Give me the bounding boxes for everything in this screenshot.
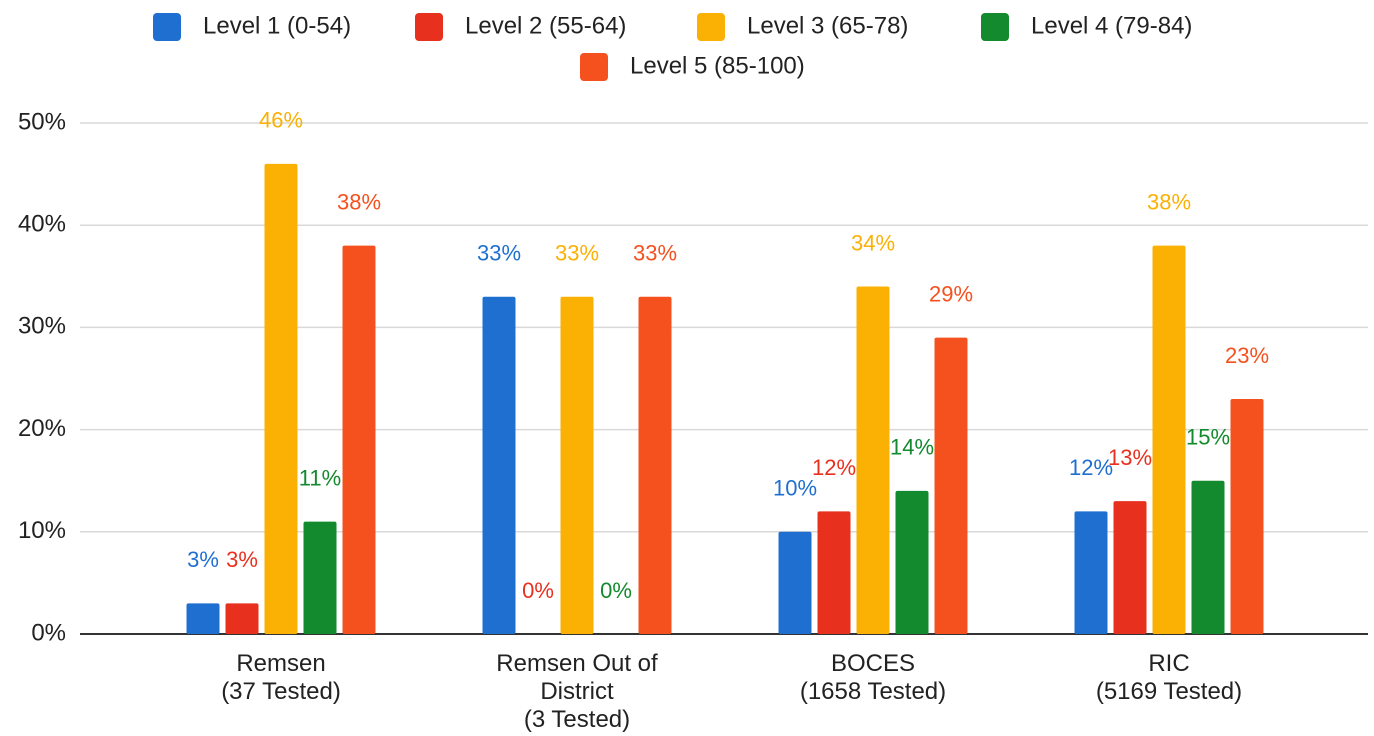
- value-label: 46%: [259, 108, 303, 133]
- x-tick-label: BOCES (1658 Tested): [800, 650, 946, 705]
- x-tick-line: District: [540, 678, 614, 705]
- bar: [342, 245, 376, 634]
- x-tick-line: (3 Tested): [524, 706, 630, 733]
- legend-item: Level 1 (0-54): [153, 12, 351, 41]
- bar: [638, 296, 672, 634]
- bar: [895, 490, 929, 634]
- value-label: 12%: [812, 455, 856, 480]
- legend-item: Level 2 (55-64): [415, 12, 626, 41]
- y-tick-label: 20%: [18, 415, 66, 442]
- bar: [934, 337, 968, 634]
- value-label: 23%: [1225, 343, 1269, 368]
- y-tick-label: 50%: [18, 108, 66, 135]
- value-label: 3%: [226, 547, 258, 572]
- bar: [1074, 511, 1108, 634]
- legend-swatch: [981, 13, 1009, 41]
- x-tick-label: RIC (5169 Tested): [1096, 650, 1242, 705]
- legend-swatch: [580, 53, 608, 81]
- value-label: 15%: [1186, 425, 1230, 450]
- value-label: 3%: [187, 547, 219, 572]
- value-label: 14%: [890, 435, 934, 460]
- bar: [186, 603, 220, 634]
- bar: [560, 296, 594, 634]
- y-tick-label: 10%: [18, 517, 66, 544]
- value-label: 13%: [1108, 445, 1152, 470]
- bar: [482, 296, 516, 634]
- value-label: 0%: [522, 578, 554, 603]
- legend-swatch: [697, 13, 725, 41]
- bar: [303, 521, 337, 634]
- value-label: 34%: [851, 230, 895, 255]
- y-tick-label: 30%: [18, 313, 66, 340]
- bar: [1191, 480, 1225, 634]
- x-tick-line: Remsen Out of: [496, 650, 658, 677]
- legend-label: Level 3 (65-78): [747, 12, 908, 39]
- legend-label: Level 1 (0-54): [203, 12, 351, 39]
- bar: [817, 511, 851, 634]
- bar: [1152, 245, 1186, 634]
- bar: [225, 603, 259, 634]
- x-tick-line: RIC: [1148, 650, 1189, 677]
- legend-item: Level 3 (65-78): [697, 12, 908, 41]
- value-label: 33%: [555, 241, 599, 266]
- y-tick-label: 40%: [18, 211, 66, 238]
- bar: [778, 531, 812, 634]
- bar: [264, 163, 298, 634]
- value-label: 0%: [600, 578, 632, 603]
- x-tick-line: (5169 Tested): [1096, 678, 1242, 705]
- x-tick-line: Remsen: [236, 650, 325, 677]
- legend-item: Level 4 (79-84): [981, 12, 1192, 41]
- x-tick-line: (1658 Tested): [800, 678, 946, 705]
- legend-item: Level 5 (85-100): [580, 52, 805, 81]
- legend-label: Level 2 (55-64): [465, 12, 626, 39]
- x-tick-line: (37 Tested): [221, 678, 341, 705]
- value-label: 12%: [1069, 455, 1113, 480]
- value-label: 33%: [477, 241, 521, 266]
- legend-swatch: [415, 13, 443, 41]
- legend-label: Level 5 (85-100): [630, 52, 805, 79]
- value-label: 10%: [773, 476, 817, 501]
- x-tick-label: Remsen (37 Tested): [221, 650, 341, 705]
- x-tick-line: BOCES: [831, 650, 915, 677]
- value-label: 33%: [633, 241, 677, 266]
- value-label: 38%: [1147, 189, 1191, 214]
- legend-swatch: [153, 13, 181, 41]
- value-label: 38%: [337, 189, 381, 214]
- x-tick-label: Remsen Out of District (3 Tested): [496, 650, 658, 733]
- value-label: 11%: [299, 465, 341, 490]
- y-tick-label: 0%: [31, 619, 66, 646]
- legend-label: Level 4 (79-84): [1031, 12, 1192, 39]
- bar: [1113, 501, 1147, 634]
- bar: [856, 286, 890, 634]
- value-label: 29%: [929, 281, 973, 306]
- bar: [1230, 398, 1264, 634]
